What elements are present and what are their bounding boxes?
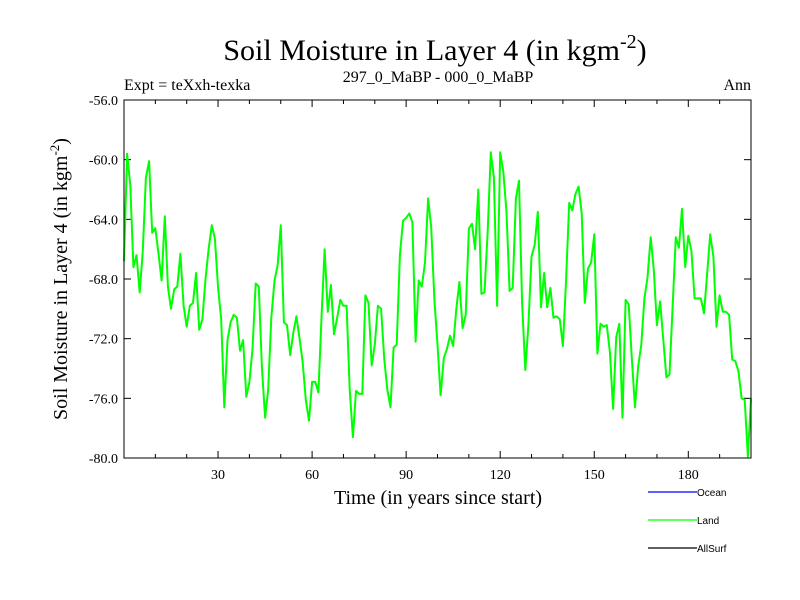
series-lines xyxy=(123,151,752,458)
subtitle-right: Ann xyxy=(723,77,751,94)
legend-label-allsurf: AllSurf xyxy=(697,544,727,555)
x-tick-label: 150 xyxy=(584,468,605,483)
subtitle-left: Expt = teXxh-texka xyxy=(124,77,250,94)
y-tick-label: -80.0 xyxy=(89,452,118,467)
legend: Ocean Land AllSurf xyxy=(648,488,727,555)
x-tick-label: 120 xyxy=(490,468,511,483)
y-tick-label: -56.0 xyxy=(89,94,118,109)
x-tick-label: 30 xyxy=(211,468,225,483)
y-tick-label: -60.0 xyxy=(89,154,118,169)
x-tick-label: 90 xyxy=(399,468,413,483)
legend-label-land: Land xyxy=(697,516,719,527)
y-axis-label: Soil Moisture in Layer 4 (in kgm-2) xyxy=(47,138,72,420)
x-tick-label: 180 xyxy=(678,468,699,483)
y-tick-label: -64.0 xyxy=(89,213,118,228)
legend-label-ocean: Ocean xyxy=(697,488,726,499)
y-tick-label: -72.0 xyxy=(89,333,118,348)
series-line-land xyxy=(123,151,752,458)
y-tick-label: -76.0 xyxy=(89,392,118,407)
subtitle-center: 297_0_MaBP - 000_0_MaBP xyxy=(343,69,534,86)
chart-title: Soil Moisture in Layer 4 (in kgm-2) xyxy=(223,31,646,67)
axis-ticks: -56.0 -60.0 -64.0 -68.0 -72.0 -76.0 -80.0 30 60 9… xyxy=(89,94,751,483)
x-axis-label: Time (in years since start) xyxy=(334,487,542,509)
y-tick-label: -68.0 xyxy=(89,273,118,288)
plot-frame xyxy=(123,99,752,459)
x-tick-label: 60 xyxy=(305,468,319,483)
